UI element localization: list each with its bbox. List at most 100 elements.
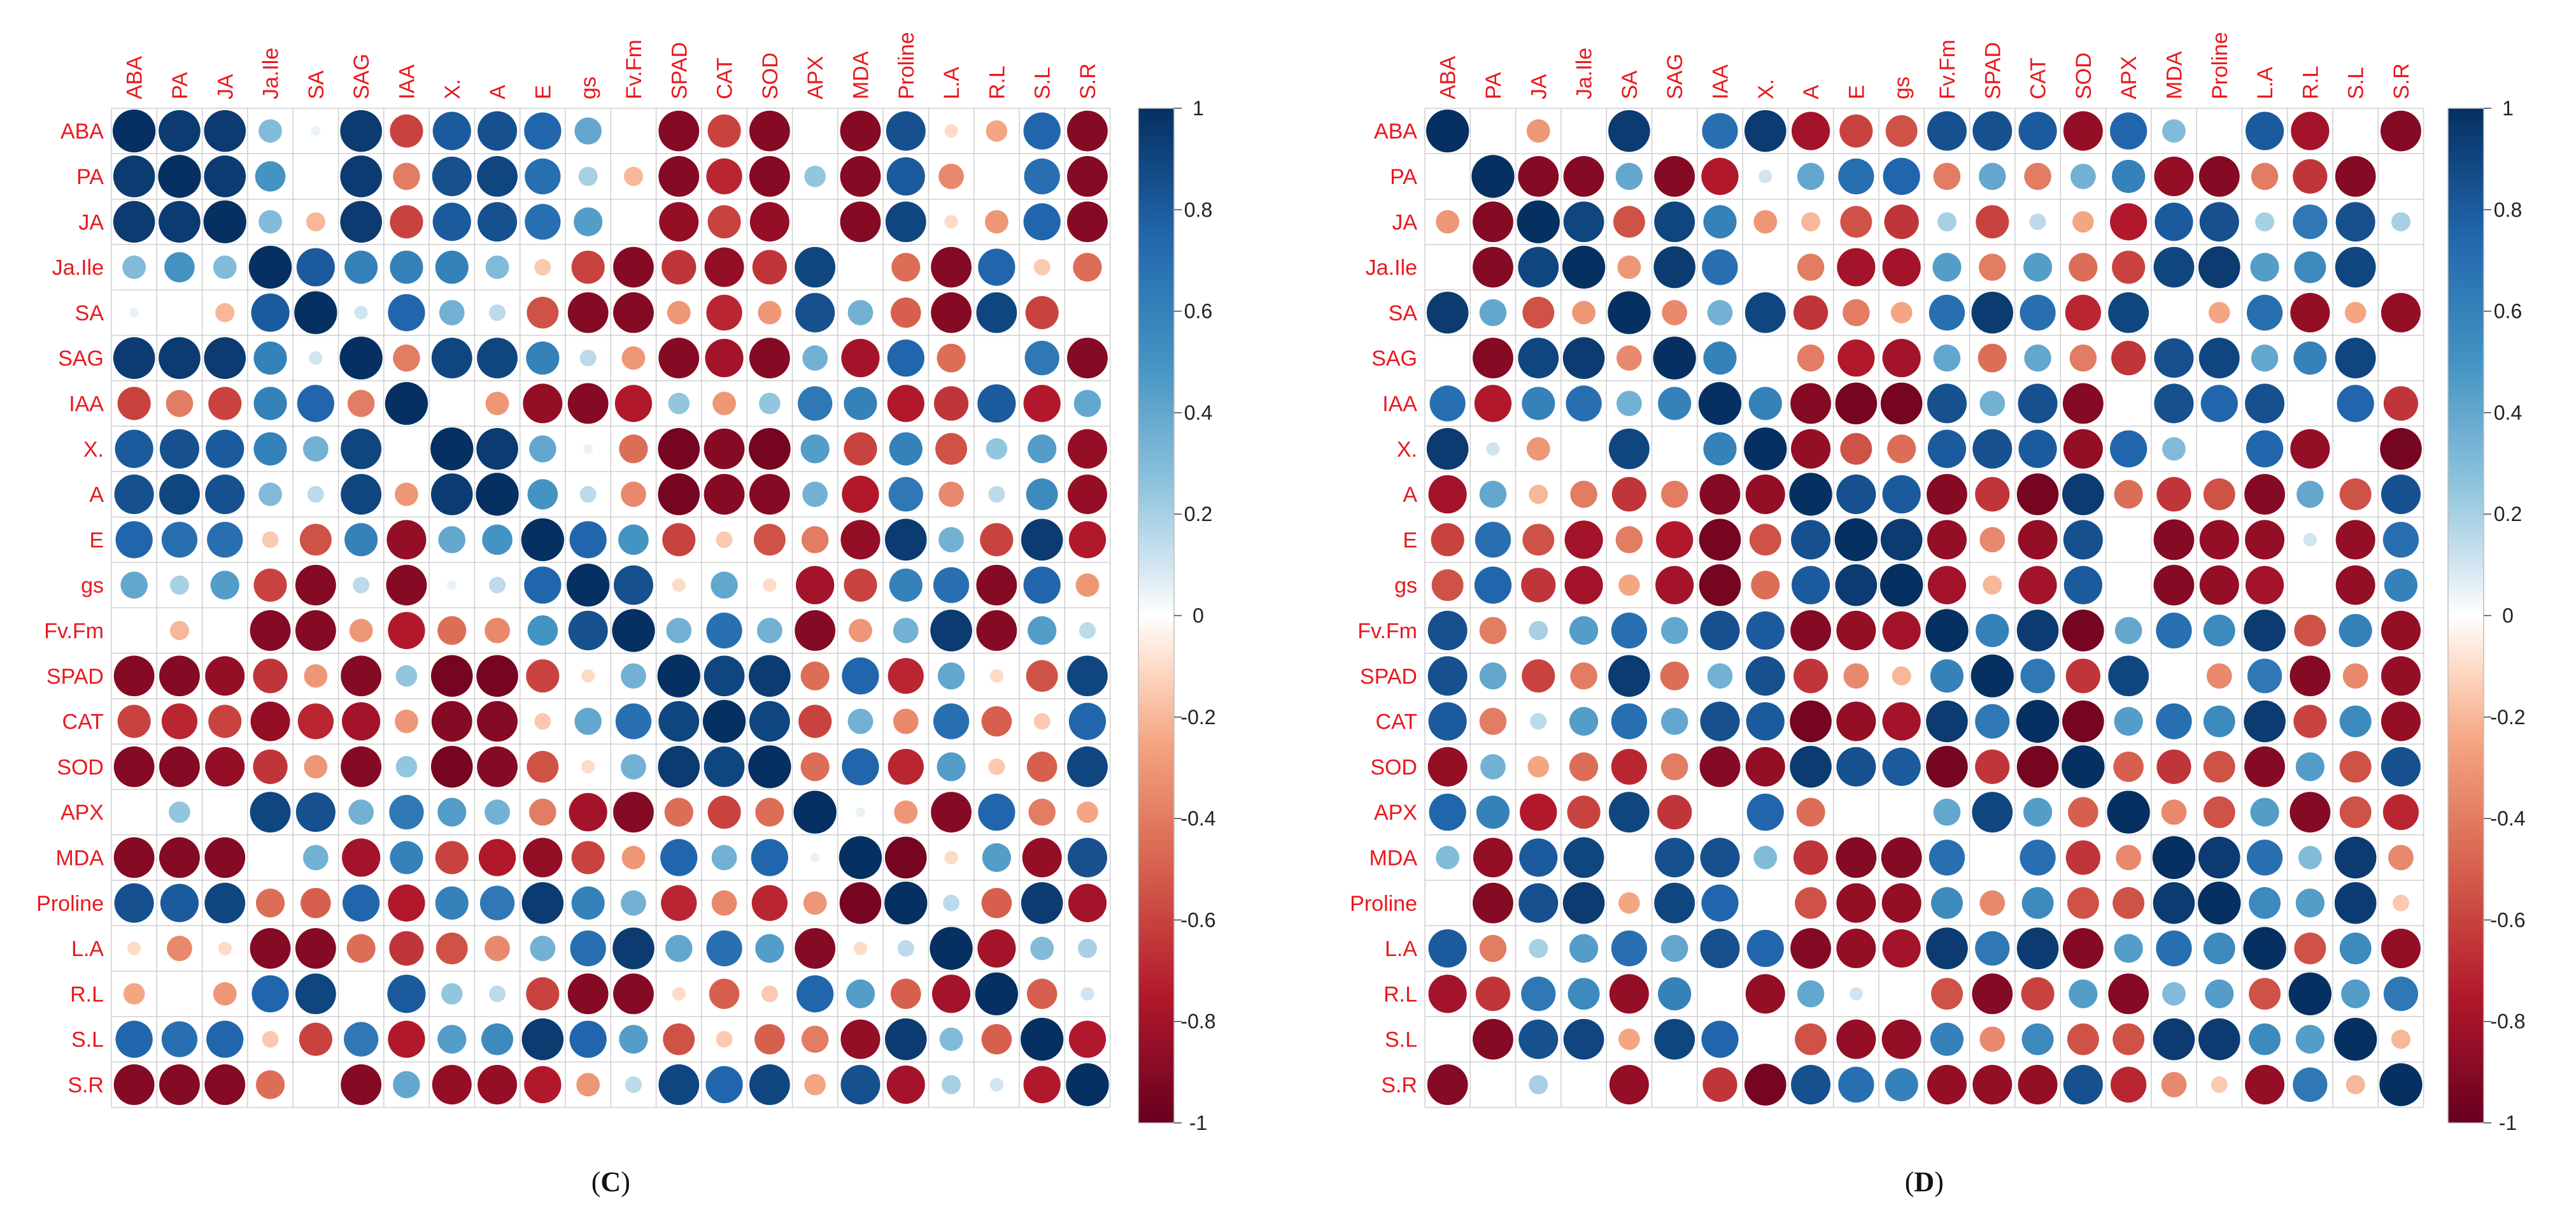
corr-circle-E-X. bbox=[1749, 524, 1781, 556]
corr-circle-gs-CAT bbox=[2018, 566, 2057, 604]
corr-circle-APX-L.A bbox=[931, 792, 972, 833]
corr-circle-A-R.L bbox=[988, 486, 1005, 503]
column-label: SOD bbox=[758, 52, 782, 99]
corr-circle-L.A-Ja.Ile bbox=[250, 928, 291, 969]
corr-circle-E-Ja.Ile bbox=[1564, 520, 1603, 559]
corr-circle-MDA-A bbox=[478, 839, 516, 876]
corr-circle-S.L-S.L bbox=[2334, 1018, 2377, 1061]
corr-circle-PA-X. bbox=[1759, 169, 1773, 183]
color-bar-tick-label: -1 bbox=[1189, 1111, 1207, 1134]
corr-circle-Ja.Ile-L.A bbox=[931, 246, 972, 288]
corr-circle-S.L-A bbox=[1795, 1023, 1827, 1055]
corr-circle-APX-ABA bbox=[1429, 794, 1466, 831]
corr-circle-MDA-L.A bbox=[944, 850, 958, 865]
corr-circle-SAG-CAT bbox=[2024, 344, 2051, 372]
corr-circle-S.L-SA bbox=[1618, 1028, 1640, 1050]
corr-circle-gs-Proline bbox=[889, 568, 923, 602]
corr-circle-SPAD-PA bbox=[159, 655, 200, 697]
row-label: A bbox=[1403, 483, 1417, 507]
row-label: E bbox=[89, 528, 104, 552]
corr-circle-MDA-ABA bbox=[113, 837, 155, 878]
column-label: JA bbox=[213, 74, 237, 99]
corr-circle-S.R-gs bbox=[576, 1073, 600, 1097]
corr-circle-SPAD-SAG bbox=[341, 655, 382, 697]
corr-circle-A-PA bbox=[159, 474, 200, 515]
corr-circle-Fv.Fm-SOD bbox=[756, 618, 782, 643]
corr-circle-SAG-SOD bbox=[749, 338, 790, 379]
corr-circle-A-Ja.Ile bbox=[1570, 480, 1597, 508]
corr-circle-APX-Proline bbox=[894, 800, 918, 824]
corr-circle-MDA-MDA bbox=[839, 836, 882, 880]
corr-circle-CAT-SA bbox=[1611, 703, 1648, 739]
corr-circle-SOD-SPAD bbox=[658, 746, 700, 788]
corr-circle-S.R-A bbox=[1791, 1064, 1831, 1104]
corr-circle-R.L-A bbox=[489, 985, 506, 1003]
corr-circle-A-PA bbox=[1479, 480, 1507, 508]
corr-circle-SA-Ja.Ile bbox=[251, 293, 290, 332]
corr-circle-JA-Ja.Ile bbox=[258, 210, 282, 234]
corr-circle-SPAD-IAA bbox=[395, 665, 418, 687]
color-bar-tick-label: 0.2 bbox=[2494, 503, 2522, 525]
corr-circle-gs-S.L bbox=[1023, 566, 1061, 604]
corr-circle-E-ABA bbox=[1431, 523, 1464, 557]
corr-circle-L.A-APX bbox=[795, 928, 836, 969]
corr-circle-X.-Fv.Fm bbox=[619, 434, 648, 464]
corr-circle-Fv.Fm-SPAD bbox=[666, 618, 692, 643]
corr-circle-L.A-MDA bbox=[2156, 930, 2192, 967]
corr-circle-X.-SA bbox=[1608, 428, 1650, 469]
corr-circle-JA-SOD bbox=[2072, 211, 2094, 233]
column-label: SAG bbox=[1663, 54, 1687, 99]
corr-circle-Fv.Fm-S.L bbox=[1028, 616, 1057, 645]
corr-circle-SOD-Proline bbox=[888, 748, 924, 785]
corr-circle-X.-E bbox=[1840, 432, 1872, 465]
color-bar-gradient bbox=[1138, 108, 1175, 1124]
corr-circle-S.L-JA bbox=[206, 1020, 244, 1058]
corr-circle-Fv.Fm-Ja.Ile bbox=[250, 610, 291, 651]
corr-circle-SA-SPAD bbox=[1971, 292, 2014, 334]
corr-circle-ABA-S.R bbox=[1067, 110, 1108, 152]
corr-circle-R.L-APX bbox=[796, 975, 834, 1013]
corr-circle-E-SA bbox=[299, 524, 332, 556]
row-label: CAT bbox=[62, 710, 104, 734]
corr-circle-SOD-S.R bbox=[2381, 746, 2421, 787]
corr-circle-S.R-Proline bbox=[2211, 1076, 2228, 1093]
corr-circle-S.L-Proline bbox=[2198, 1018, 2240, 1060]
corr-circle-SPAD-APX bbox=[2108, 655, 2149, 697]
corr-circle-S.L-MDA bbox=[840, 1019, 881, 1059]
corr-circle-S.L-CAT bbox=[2021, 1023, 2054, 1055]
corr-circle-APX-L.A bbox=[2250, 797, 2279, 827]
corr-circle-JA-S.L bbox=[1023, 203, 1061, 241]
corr-circle-PA-SA bbox=[1615, 162, 1643, 190]
corr-circle-JA-A bbox=[1801, 212, 1821, 232]
corr-circle-CAT-SOD bbox=[749, 701, 790, 742]
row-label: Fv.Fm bbox=[1357, 619, 1417, 643]
corr-circle-CAT-gs bbox=[574, 708, 602, 735]
corr-circle-SPAD-Ja.Ile bbox=[253, 659, 288, 694]
column-label: SA bbox=[304, 70, 329, 99]
corr-circle-X.-gs bbox=[1887, 434, 1916, 464]
corr-circle-SPAD-R.L bbox=[989, 669, 1003, 683]
corr-circle-ABA-CAT bbox=[707, 114, 741, 148]
corr-circle-IAA-Ja.Ile bbox=[1566, 385, 1602, 422]
row-label: Ja.Ile bbox=[1366, 256, 1417, 280]
corr-circle-PA-MDA bbox=[2154, 156, 2194, 196]
corr-circle-IAA-SAG bbox=[1658, 387, 1692, 420]
corr-circle-X.-SOD bbox=[2063, 429, 2103, 469]
corr-circle-Ja.Ile-X. bbox=[435, 250, 469, 284]
column-label: E bbox=[531, 85, 555, 99]
corr-circle-SA-ABA bbox=[1426, 292, 1469, 334]
corr-circle-SA-A bbox=[489, 304, 506, 321]
corr-circle-SPAD-APX bbox=[800, 661, 830, 690]
corr-circle-gs-S.R bbox=[2384, 568, 2418, 602]
corr-circle-SOD-Ja.Ile bbox=[253, 749, 288, 784]
corr-circle-ABA-S.L bbox=[1023, 112, 1061, 150]
corr-circle-SOD-Ja.Ile bbox=[1569, 752, 1599, 782]
column-label: ABA bbox=[1436, 56, 1461, 99]
corr-circle-IAA-IAA bbox=[1698, 382, 1742, 425]
corr-circle-SA-SA bbox=[1608, 291, 1651, 334]
corr-circle-Proline-S.R bbox=[2392, 894, 2409, 911]
corr-circle-Fv.Fm-gs bbox=[1882, 611, 1921, 650]
row-label: R.L bbox=[1384, 982, 1417, 1006]
